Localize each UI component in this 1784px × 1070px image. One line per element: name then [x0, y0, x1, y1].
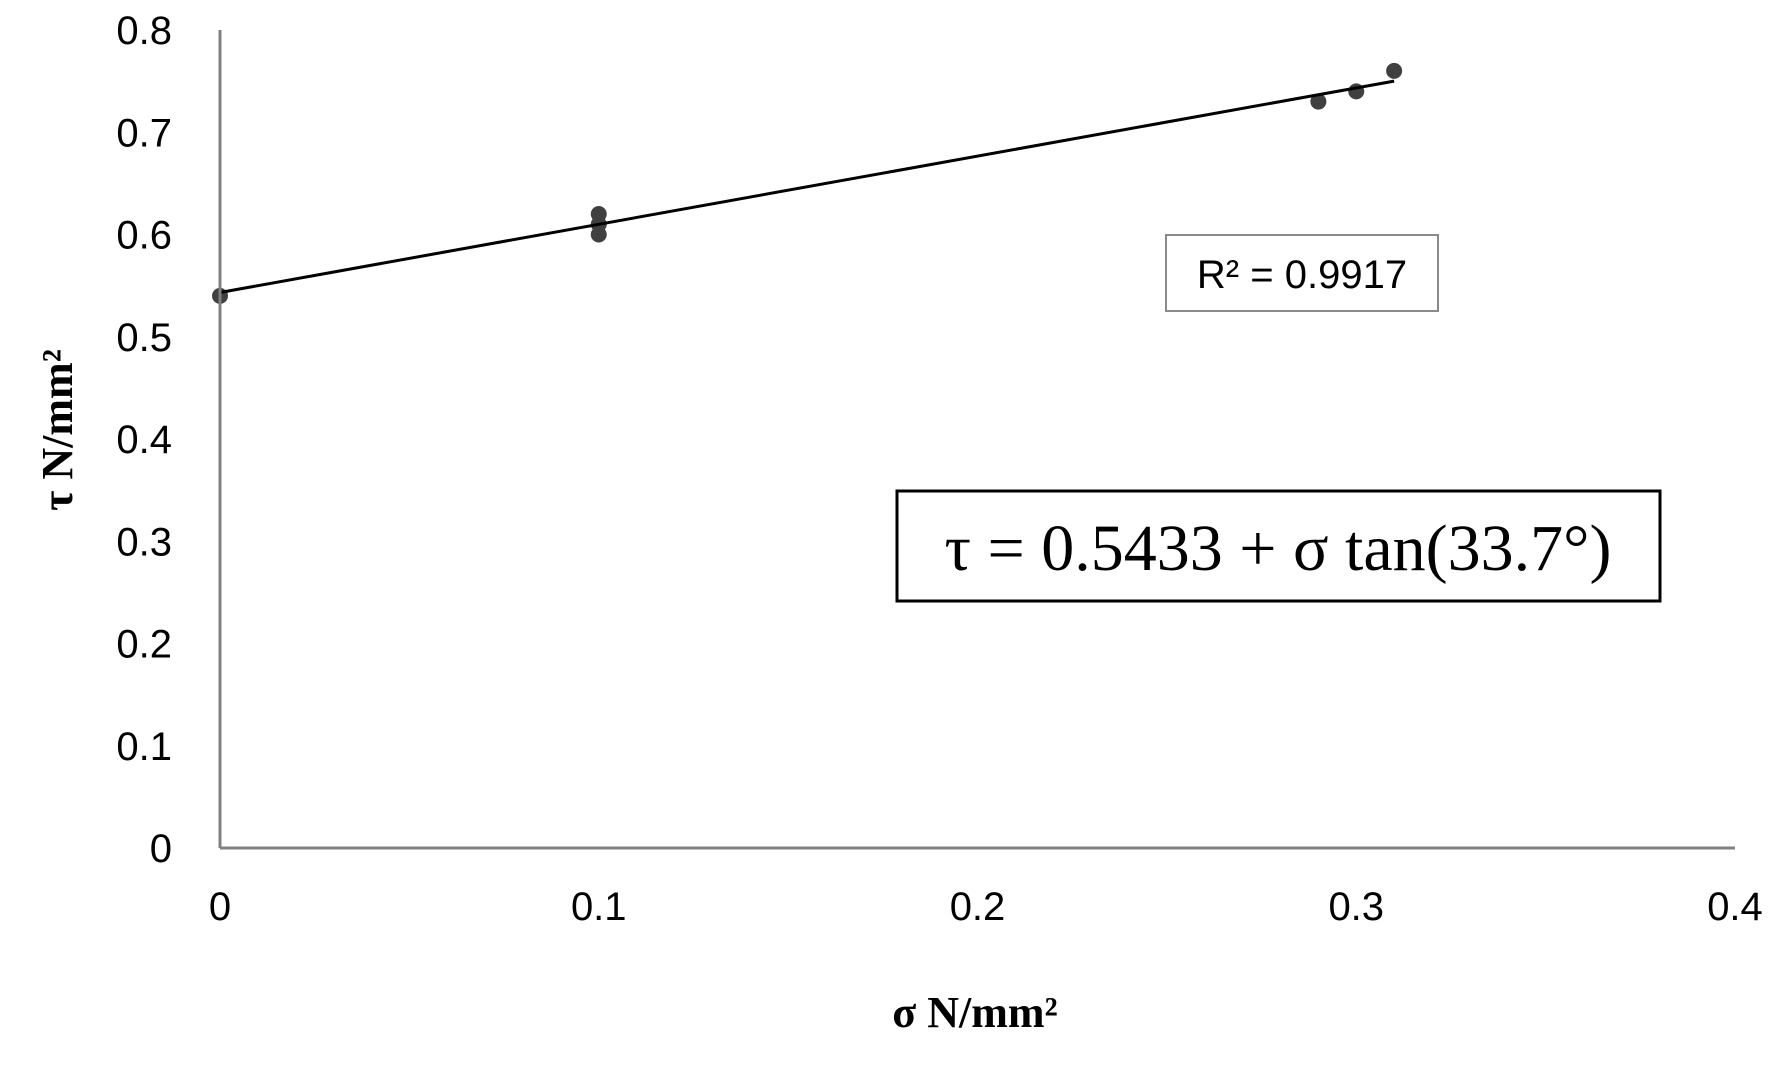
x-tick-label: 0.1	[571, 885, 627, 929]
r-squared-label: R² = 0.9917	[1197, 253, 1407, 297]
x-tick-label: 0.3	[1328, 885, 1384, 929]
y-tick-labels: 0 0.1 0.2 0.3 0.4 0.5 0.6 0.7 0.8	[116, 9, 172, 871]
x-tick-label: 0	[209, 885, 231, 929]
equation-label: τ = 0.5433 + σ tan(33.7°)	[944, 512, 1611, 585]
x-tick-label: 0.2	[950, 885, 1006, 929]
y-tick-label: 0.2	[116, 623, 172, 667]
y-tick-label: 0.5	[116, 316, 172, 360]
r-squared-box: R² = 0.9917	[1165, 234, 1439, 312]
y-tick-label: 0.4	[116, 418, 172, 462]
x-axis-title: σ N/mm²	[892, 988, 1057, 1037]
y-tick-label: 0.3	[116, 520, 172, 564]
equation-box: τ = 0.5433 + σ tan(33.7°)	[895, 489, 1662, 603]
y-axis-title: τ N/mm²	[33, 349, 82, 511]
data-point	[590, 206, 607, 223]
y-tick-label: 0.7	[116, 111, 172, 155]
y-tick-label: 0.1	[116, 725, 172, 769]
x-tick-labels: 0 0.1 0.2 0.3 0.4	[209, 885, 1763, 929]
data-point	[1310, 93, 1327, 110]
y-tick-label: 0.6	[116, 214, 172, 258]
x-tick-label: 0.4	[1707, 885, 1763, 929]
y-tick-label: 0.8	[116, 9, 172, 53]
data-point	[1386, 62, 1403, 79]
y-tick-label: 0	[150, 827, 172, 871]
data-points	[212, 62, 1403, 304]
trendline	[219, 79, 1395, 294]
